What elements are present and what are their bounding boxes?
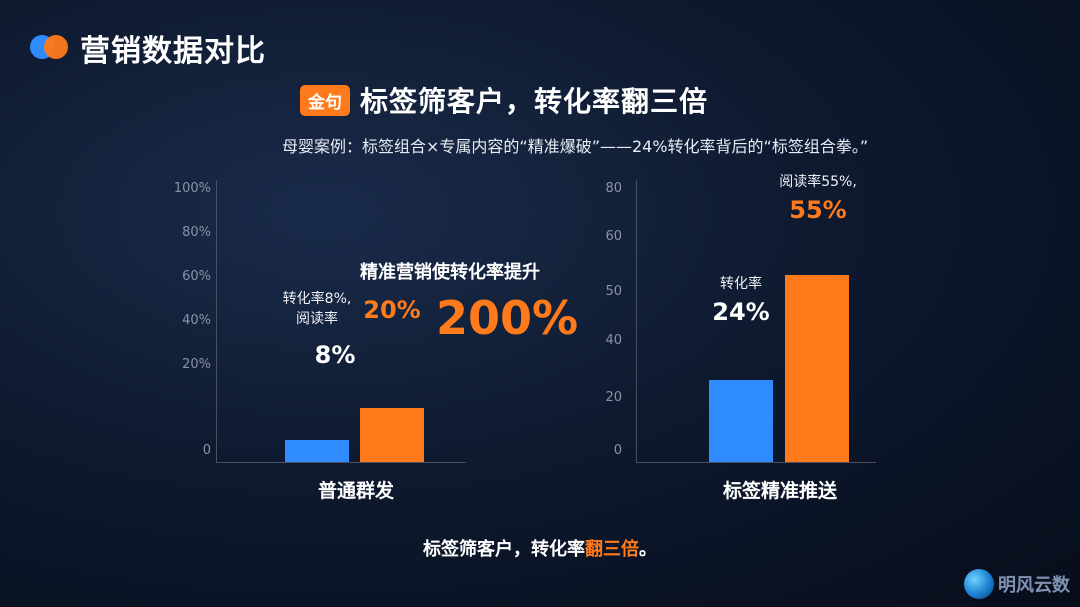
- y-tick-label: 50: [605, 284, 622, 299]
- category-label: 标签精准推送: [722, 480, 837, 502]
- bar-label-note: 转化率: [720, 276, 762, 292]
- bar-value-label: 55%: [789, 196, 847, 224]
- x-axis-line: [216, 462, 466, 463]
- headline-text: 标签筛客户，转化率翻三倍: [360, 85, 709, 118]
- annotation-text: 精准营销使转化率提升: [360, 262, 540, 283]
- bar-value-label: 20%: [363, 296, 421, 324]
- category-label: 普通群发: [317, 480, 394, 502]
- logo-icon: [30, 33, 70, 61]
- y-tick-label: 60%: [182, 269, 211, 284]
- bar-blue: [285, 440, 349, 462]
- y-axis-line: [216, 180, 217, 462]
- y-tick-label: 60: [605, 229, 622, 244]
- bar-label-note: 阅读率55%,: [779, 174, 857, 190]
- subheading: 母婴案例：标签组合×专属内容的“精准爆破”——24%转化率背后的“标签组合拳。”: [282, 137, 869, 156]
- y-tick-label: 0: [202, 443, 211, 458]
- globe-icon: [964, 569, 994, 599]
- conclusion-text: 标签筛客户，转化率: [423, 539, 585, 560]
- y-tick-label: 20%: [182, 357, 211, 372]
- bar-value-label: 8%: [314, 341, 356, 369]
- bar-label-note: 转化率8%, 阅读率: [282, 291, 352, 327]
- golden-quote-badge: 金句: [300, 84, 350, 116]
- watermark-text: 明风云数: [998, 575, 1070, 596]
- bar-orange: [785, 275, 849, 462]
- watermark: 明风云数: [964, 569, 1070, 599]
- y-tick-label: 100%: [173, 181, 211, 196]
- headline: 金句 标签筛客户，转化率翻三倍: [300, 80, 708, 120]
- page-title: 营销数据对比: [80, 34, 266, 69]
- annotation-big-value: 200%: [436, 291, 579, 345]
- y-tick-label: 80%: [182, 225, 211, 240]
- y-tick-label: 40: [605, 333, 622, 348]
- y-tick-label: 0: [613, 443, 622, 458]
- bar-orange: [360, 407, 424, 462]
- bar-value-label: 24%: [712, 298, 770, 326]
- x-axis-line: [636, 462, 876, 463]
- y-tick-label: 20: [605, 390, 622, 405]
- y-tick-label: 80: [605, 181, 622, 196]
- conclusion: 标签筛客户，转化率翻三倍。: [0, 535, 1080, 561]
- bar-blue: [709, 380, 773, 462]
- conclusion-highlight: 翻三倍: [585, 539, 639, 560]
- y-tick-label: 40%: [182, 313, 211, 328]
- y-axis-line: [636, 180, 637, 462]
- conclusion-end: 。: [639, 539, 657, 560]
